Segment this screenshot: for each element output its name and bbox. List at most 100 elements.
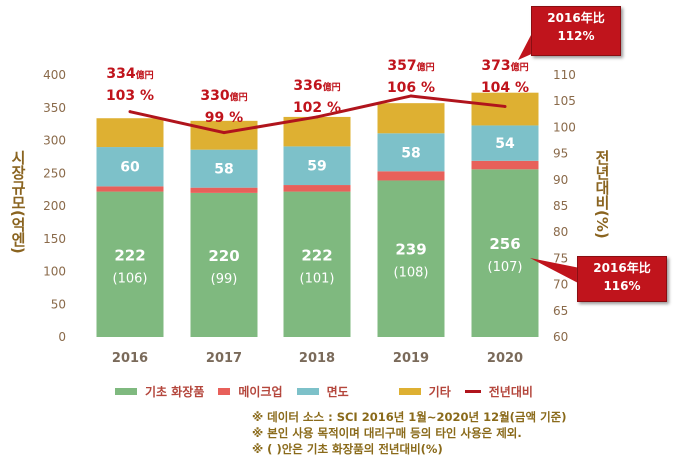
bar-segment	[377, 103, 445, 134]
y-tick-label: 350	[43, 101, 66, 115]
bar-segment	[377, 180, 445, 337]
callout-2016-ratio-base: 2016年比 116%	[577, 256, 667, 302]
legend-item-makeup: 메이크업	[218, 383, 283, 400]
legend-swatch	[218, 388, 231, 395]
y2-tick-label: 85	[553, 199, 568, 213]
y2-tick-label: 80	[553, 225, 568, 239]
pct-label: 99 %	[205, 110, 243, 126]
y-tick-label: 50	[51, 297, 66, 311]
data-label: 58	[401, 145, 420, 161]
total-label: 334億円	[106, 66, 153, 82]
bar-segment	[283, 191, 351, 337]
bar-segment	[190, 149, 258, 188]
data-label: 239	[395, 241, 426, 259]
bar-segment	[96, 191, 164, 337]
legend-swatch	[115, 388, 137, 395]
y2-tick-label: 110	[553, 68, 576, 82]
bar-segment	[190, 187, 258, 193]
pct-label: 102 %	[293, 100, 341, 116]
unit: 億円	[417, 61, 435, 73]
legend-item-yoy: 전년대비	[464, 383, 533, 400]
x-tick-label: 2017	[206, 351, 242, 366]
bar-segment	[96, 147, 164, 187]
y2-tick-label: 100	[553, 120, 576, 134]
y-tick-label: 200	[43, 199, 66, 213]
y-tick-label: 250	[43, 166, 66, 180]
note-scope: ※ 본인 사용 목적이며 대리구매 등의 타인 사용은 제외.	[252, 426, 522, 440]
total-label: 330億円	[200, 88, 247, 104]
data-sublabel: (101)	[300, 271, 335, 286]
yoy-point	[222, 131, 226, 135]
y2-tick-label: 90	[553, 173, 568, 187]
legend-label: 면도	[326, 385, 349, 399]
bar-segment	[283, 146, 351, 186]
bar-segment	[471, 125, 539, 161]
yoy-point	[409, 94, 413, 98]
bar-segment	[96, 118, 164, 148]
data-label: 60	[120, 160, 140, 176]
bar-segment	[190, 192, 258, 337]
yoy-point	[503, 104, 507, 108]
pct-label: 106 %	[387, 80, 435, 96]
total-label: 357億円	[387, 58, 434, 74]
y-tick-label: 0	[58, 330, 66, 344]
bar-segment	[190, 120, 258, 150]
data-sublabel: (108)	[394, 266, 429, 281]
legend-swatch	[296, 388, 319, 395]
callout-line1: 2016年比	[547, 11, 605, 25]
callout-pointer	[530, 258, 580, 284]
callout-2016-ratio-total: 2016年比 112%	[531, 6, 621, 56]
data-label: 59	[307, 159, 326, 175]
y-tick-label: 300	[43, 134, 66, 148]
y2-tick-label: 60	[553, 330, 568, 344]
unit: 億円	[511, 61, 529, 73]
y2-tick-label: 65	[553, 304, 568, 318]
legend-item-shaving: 면도	[296, 383, 349, 400]
x-tick-label: 2019	[393, 351, 429, 366]
data-label: 54	[495, 136, 515, 152]
unit: 億円	[136, 69, 154, 81]
legend-label: 메이크업	[238, 385, 283, 399]
callout-line1: 2016年比	[593, 261, 651, 275]
bar-segment	[96, 186, 164, 192]
data-sublabel: (106)	[113, 271, 148, 286]
callout-line2: 112%	[557, 29, 595, 43]
note-source: ※ 데이터 소스 : SCI 2016년 1월~2020년 12월(금액 기준)	[252, 410, 567, 424]
data-sublabel: (99)	[211, 272, 238, 287]
bar-segment	[377, 171, 445, 181]
y-axis-title: 시장규모(억엔)	[9, 150, 27, 254]
note-parenthesis: ※ ( )안은 기초 화장품의 전년대비(%)	[252, 442, 443, 456]
bar-segment	[471, 160, 539, 170]
pct-label: 104 %	[481, 80, 529, 96]
yoy-point	[128, 110, 132, 114]
bar-segment	[471, 92, 539, 126]
bar-segment	[377, 133, 445, 172]
y-tick-label: 150	[43, 232, 66, 246]
pct-label: 103 %	[106, 88, 154, 104]
legend-label: 기초 화장품	[145, 385, 205, 399]
unit: 億円	[230, 91, 248, 103]
bar-segment	[471, 169, 539, 337]
legend-swatch	[464, 390, 481, 393]
y2-tick-label: 70	[553, 278, 568, 292]
y-tick-label: 400	[43, 68, 66, 82]
y2-axis-title: 전년대비(%)	[593, 150, 611, 239]
x-tick-label: 2020	[487, 351, 523, 366]
data-label: 222	[301, 246, 332, 264]
x-tick-label: 2018	[299, 351, 335, 366]
data-label: 222	[114, 246, 145, 264]
total-label: 336億円	[293, 78, 340, 94]
y2-tick-label: 105	[553, 94, 576, 108]
legend-label: 전년대비	[488, 385, 533, 399]
legend-label: 기타	[428, 385, 451, 399]
callout-line2: 116%	[603, 279, 641, 293]
bar-segment	[283, 185, 351, 192]
data-sublabel: (107)	[488, 260, 523, 275]
notes: ※ 데이터 소스 : SCI 2016년 1월~2020년 12월(금액 기준)…	[252, 409, 567, 457]
y2-tick-label: 95	[553, 147, 568, 161]
legend-swatch	[398, 388, 421, 395]
total-label: 373億円	[481, 58, 528, 74]
x-tick-label: 2016	[112, 351, 148, 366]
legend-item-base: 기초 화장품	[115, 383, 204, 400]
